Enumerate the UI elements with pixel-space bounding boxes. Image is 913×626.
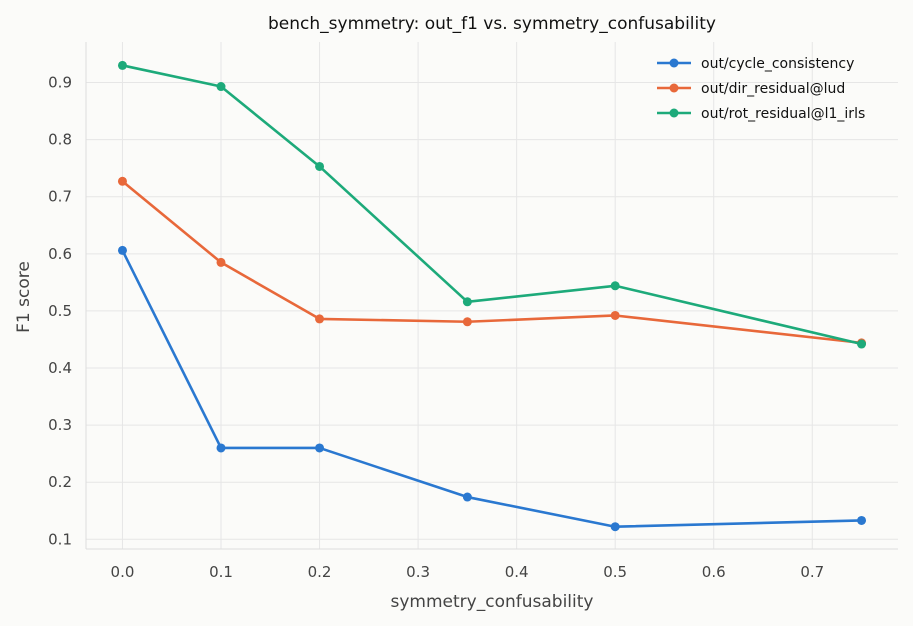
legend-marker [669,108,679,118]
data-point [117,176,127,186]
data-point [216,443,226,453]
y-tick-label: 0.8 [48,131,72,149]
grid [86,42,898,549]
data-point [610,522,620,532]
chart-title: bench_symmetry: out_f1 vs. symmetry_conf… [268,14,716,34]
series-line [121,180,863,345]
x-tick-label: 0.2 [308,563,332,581]
data-point [857,515,867,525]
x-tick-label: 0.7 [800,563,824,581]
y-tick-label: 0.2 [48,473,72,491]
data-point [462,297,472,307]
ticks: 0.0 0.1 0.2 0.3 0.4 0.5 0.6 0.7 0.1 0.2 0.3 0.4 0.5 0… [48,74,824,581]
y-tick-label: 0.6 [48,245,72,263]
legend-label: out/rot_residual@l1_irls [701,106,865,122]
series-line [121,64,863,346]
x-tick-label: 0.4 [505,563,529,581]
series-line [121,249,863,529]
x-axis-label: symmetry_confusability [391,592,594,612]
axes-spines [85,42,898,550]
data-point [117,60,127,70]
x-tick-label: 0.6 [702,563,726,581]
legend-marker [669,58,679,68]
x-tick-label: 0.0 [111,563,135,581]
y-tick-label: 0.3 [48,416,72,434]
y-tick-label: 0.1 [48,530,72,548]
y-tick-label: 0.4 [48,359,72,377]
data-point [216,257,226,267]
x-tick-label: 0.5 [603,563,627,581]
data-point [610,281,620,291]
data-point [462,492,472,502]
data-point [315,314,325,324]
data-point [216,82,226,92]
x-tick-label: 0.3 [406,563,430,581]
data-point [117,245,127,255]
data-point [610,310,620,320]
data-point [462,317,472,327]
legend-label: out/dir_residual@lud [701,81,845,97]
y-tick-label: 0.7 [48,188,72,206]
legend-label: out/cycle_consistency [701,56,854,72]
legend-marker [669,83,679,93]
y-axis-label: F1 score [14,261,34,333]
data-point [315,161,325,171]
legend: out/cycle_consistency out/dir_residual@lu… [657,56,865,122]
x-tick-label: 0.1 [209,563,233,581]
data-point [857,339,867,349]
y-tick-label: 0.9 [48,74,72,92]
data-point [315,443,325,453]
series [117,60,867,532]
y-tick-label: 0.5 [48,302,72,320]
